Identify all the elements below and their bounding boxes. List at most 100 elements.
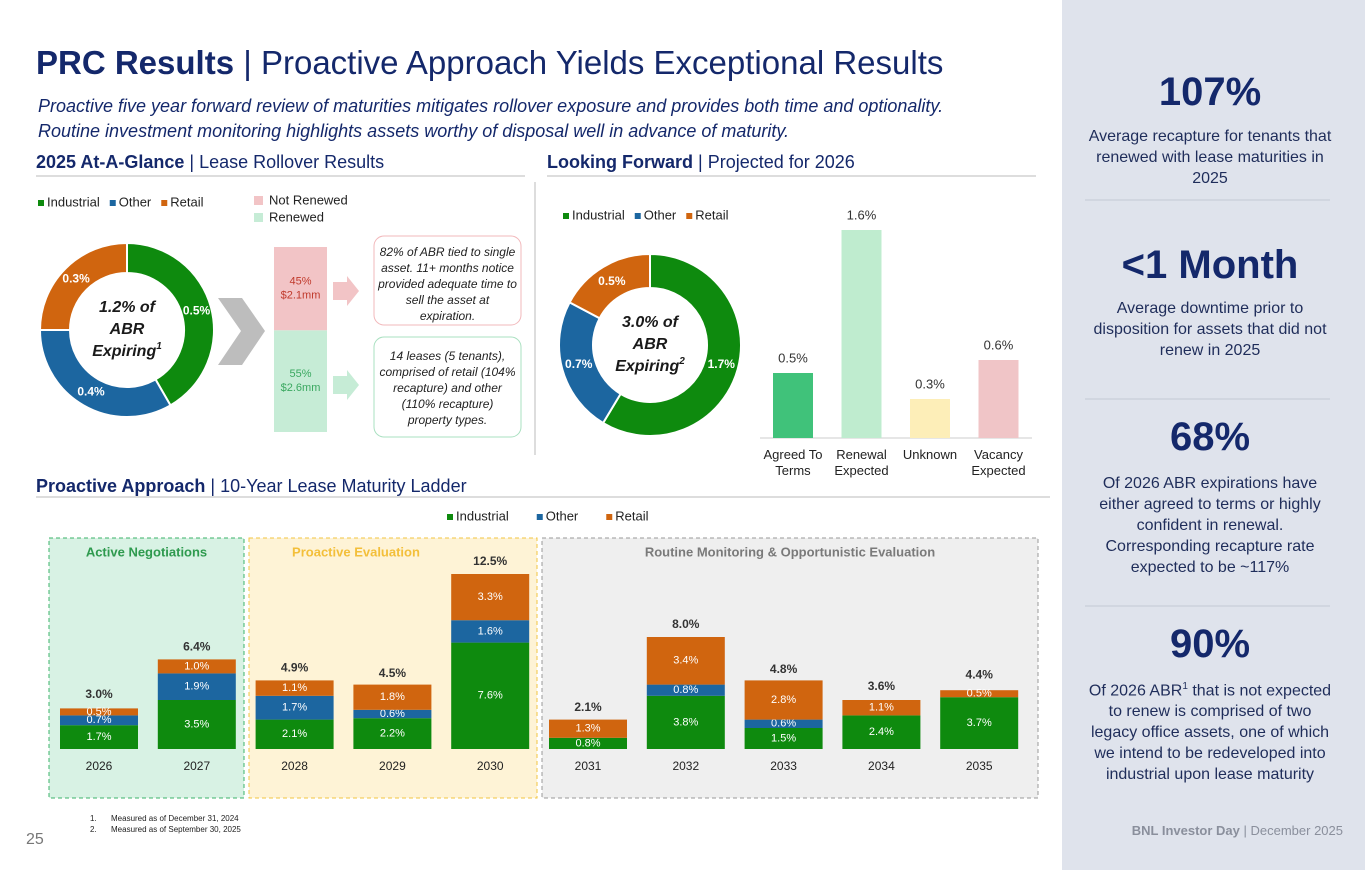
center-line: 1.2% of xyxy=(99,299,157,316)
bar-label: 0.3% xyxy=(915,376,945,391)
slice-label: 0.7% xyxy=(565,357,593,371)
heading-bold: 2025 At-A-Glance xyxy=(36,152,185,172)
heading-rest: | 10-Year Lease Maturity Ladder xyxy=(210,476,467,496)
bar-segment xyxy=(451,574,530,621)
segment-label: 3.8% xyxy=(673,716,698,728)
footer-bold: BNL Investor Day xyxy=(1131,823,1240,838)
bar-segment xyxy=(451,620,530,643)
bar-segment xyxy=(744,728,823,749)
legend-swatch xyxy=(254,196,263,205)
stat: 68% xyxy=(1169,415,1251,459)
subtitle-line: Routine investment monitoring highlights… xyxy=(38,121,790,141)
bar-segment xyxy=(255,680,334,696)
segment-label: 3.7% xyxy=(967,717,992,729)
segment-label: 0.6% xyxy=(380,708,405,720)
bar-segment xyxy=(842,715,921,749)
slice-label: 0.3% xyxy=(62,271,90,285)
desc-part: Of 2026 ABR xyxy=(1088,682,1183,700)
segment-label: 55% xyxy=(289,368,311,380)
legend-swatch xyxy=(109,200,116,206)
bar-segment xyxy=(646,684,725,696)
section-heading: Looking Forward | Projected for 2026 xyxy=(547,152,855,173)
segment-label: 0.6% xyxy=(771,718,796,730)
stat: 90% xyxy=(1169,622,1251,666)
bar-segment xyxy=(274,330,327,432)
group-label: Active Negotiations xyxy=(86,544,207,559)
group-label: Routine Monitoring & Opportunistic Evalu… xyxy=(645,544,935,559)
legend-swatch xyxy=(447,514,453,520)
chevron xyxy=(218,298,265,365)
bar-segment xyxy=(274,247,327,331)
donut-slice xyxy=(126,241,215,407)
segment-label: 1.3% xyxy=(575,723,600,735)
legend-label: Industrial xyxy=(572,207,625,222)
segment-label: 1.8% xyxy=(380,691,405,703)
total-label: 2.1% xyxy=(574,700,602,714)
total-label: 3.0% xyxy=(85,687,113,701)
heading-rest: | Lease Rollover Results xyxy=(189,152,385,172)
bar-segment xyxy=(353,709,432,719)
segment-label: 0.8% xyxy=(673,684,698,696)
bar-segment xyxy=(549,737,627,749)
x-tick-label: 2029 xyxy=(379,759,406,773)
footnote-ref: 2 xyxy=(678,356,685,367)
legend-swatch xyxy=(606,514,613,520)
title-bold: PRC Results xyxy=(36,44,235,81)
bar-segment xyxy=(255,719,334,749)
x-tick-label: Renewal Expected xyxy=(834,447,889,478)
bar-segment xyxy=(646,695,725,749)
bar-segment xyxy=(255,695,334,720)
center-line: ABR xyxy=(109,321,145,338)
segment-amount: $2.6mm xyxy=(281,382,321,394)
segment-label: 1.9% xyxy=(184,681,209,693)
arrow xyxy=(333,370,359,400)
segment-label: 3.5% xyxy=(184,718,209,730)
total-label: 8.0% xyxy=(672,617,700,631)
bar-label: 1.6% xyxy=(847,207,877,222)
bar-segment xyxy=(940,697,1019,749)
donut-slice xyxy=(38,241,128,331)
x-tick-label: 2035 xyxy=(966,759,993,773)
bar-segment xyxy=(940,690,1019,698)
center-line: Expiring xyxy=(92,343,156,360)
stat-desc: Average downtime prior to disposition fo… xyxy=(1093,300,1327,359)
legend-swatch xyxy=(254,213,263,222)
segment-label: 3.3% xyxy=(478,591,503,603)
bar-segment xyxy=(60,715,138,726)
segment-label: 2.2% xyxy=(380,728,405,740)
total-label: 6.4% xyxy=(183,640,211,654)
stat: 107% xyxy=(1158,70,1262,114)
page-number: 25 xyxy=(26,831,44,848)
footer-rest: | December 2025 xyxy=(1243,823,1344,838)
segment-label: 7.6% xyxy=(478,690,503,702)
arrow xyxy=(333,276,359,306)
bar-segment xyxy=(744,680,823,720)
legend-swatch xyxy=(634,213,641,219)
subtitle: Proactive five year forward review of ma… xyxy=(38,94,943,144)
segment-label: 1.7% xyxy=(86,731,111,743)
donut-center: 1.2% of ABR Expiring1 xyxy=(92,299,162,360)
footer: BNL Investor Day | December 2025 xyxy=(1132,823,1343,838)
legend-label: Not Renewed xyxy=(269,192,348,207)
segment-amount: $2.1mm xyxy=(281,290,321,302)
legend-label: Other xyxy=(644,207,677,222)
legend-label: Other xyxy=(119,194,152,209)
legend-label: Industrial xyxy=(456,508,509,523)
bar-segment xyxy=(842,700,921,716)
total-label: 3.6% xyxy=(868,679,896,693)
legend-swatch xyxy=(161,200,168,206)
bar-segment xyxy=(646,637,725,685)
segment-label: 2.8% xyxy=(771,694,796,706)
slice-label: 1.7% xyxy=(708,357,736,371)
total-label: 12.5% xyxy=(473,554,507,568)
footnotes: 1. Measured as of December 31, 2024 2. Mea… xyxy=(90,813,241,835)
title: PRC Results | Proactive Approach Yields … xyxy=(36,44,943,82)
bar xyxy=(978,360,1019,438)
total-label: 4.9% xyxy=(281,661,309,675)
group-label: Proactive Evaluation xyxy=(292,544,420,559)
legend-label: Retail xyxy=(695,207,728,222)
footnote: 2. Measured as of September 30, 2025 xyxy=(90,824,241,835)
segment-label: 2.1% xyxy=(282,728,307,740)
segment-label: 0.7% xyxy=(86,714,111,726)
